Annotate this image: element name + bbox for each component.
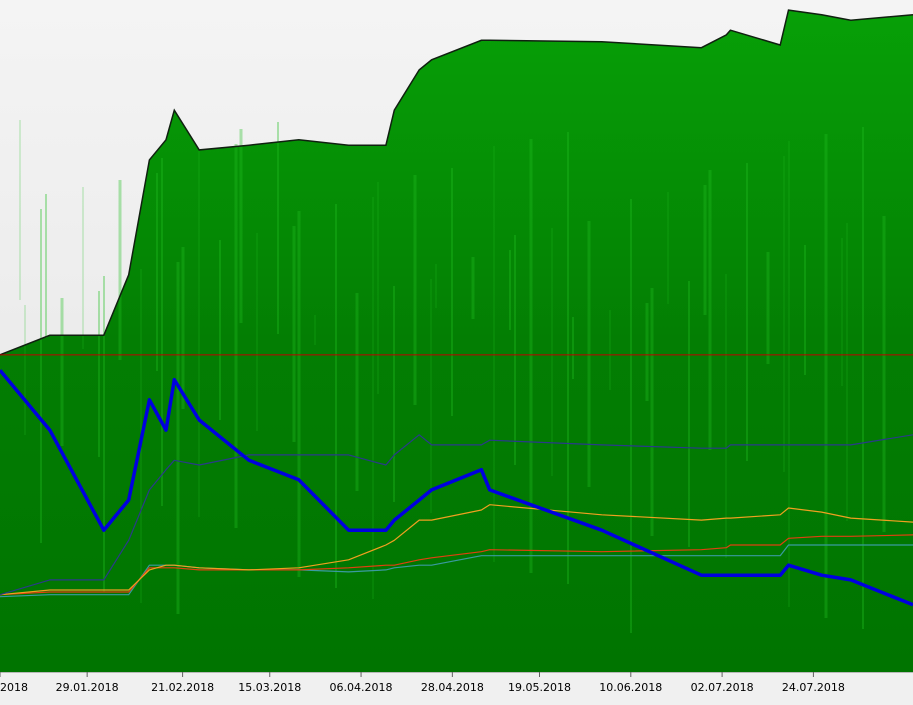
x-tick-label: 21.02.2018 — [151, 681, 214, 694]
x-tick-label: 2018 — [0, 681, 28, 694]
x-axis-strip — [0, 672, 913, 701]
equity-outline — [0, 9, 913, 356]
series-line — [0, 434, 913, 596]
series-line — [0, 534, 913, 596]
x-tick-label: 15.03.2018 — [238, 681, 301, 694]
x-tick-label: 28.04.2018 — [421, 681, 484, 694]
series-line — [0, 544, 913, 598]
x-tick-label: 19.05.2018 — [508, 681, 571, 694]
x-tick-label: 10.06.2018 — [599, 681, 662, 694]
series-line — [0, 504, 913, 596]
equity-area — [0, 10, 913, 673]
x-tick-label: 02.07.2018 — [691, 681, 754, 694]
x-tick-label: 24.07.2018 — [782, 681, 845, 694]
x-tick-label: 06.04.2018 — [330, 681, 393, 694]
x-tick-label: 29.01.2018 — [56, 681, 119, 694]
series-line — [0, 369, 913, 607]
